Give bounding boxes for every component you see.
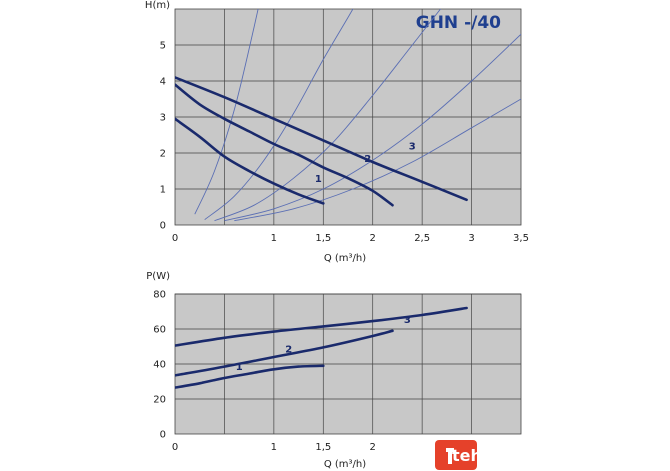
system-curve <box>224 33 521 222</box>
y-tick-label: 4 <box>160 77 166 88</box>
system-curve <box>194 9 259 215</box>
head-chart: 0 1 1,5 2 2,5 3 3,5 0 1 2 3 4 5 H(m) Q (m³/h) GHN -/40 1… <box>145 0 529 264</box>
series-label-1: 1 <box>315 174 322 185</box>
x-tick-label: 1,5 <box>315 233 331 244</box>
y-tick-label: 60 <box>153 325 166 336</box>
y-tick-label: 80 <box>153 290 166 301</box>
y-tick-label: 1 <box>160 185 166 196</box>
x-axis-title: Q (m³/h) <box>324 459 366 470</box>
watermark: teh.by <box>435 440 510 470</box>
y-tick-label: 20 <box>153 395 166 406</box>
y-tick-label: 5 <box>160 41 166 52</box>
x-axis-title: Q (m³/h) <box>324 253 366 264</box>
x-tick-label: 1 <box>271 442 277 453</box>
series-label-2: 2 <box>285 345 292 356</box>
performance-curves <box>175 76 468 207</box>
y-axis-title: H(m) <box>145 0 170 11</box>
series-line-3 <box>175 76 468 202</box>
system-curves <box>194 9 521 222</box>
x-tick-label: 0 <box>172 442 178 453</box>
x-tick-label: 2,5 <box>414 233 430 244</box>
watermark-text: teh.by <box>452 446 510 465</box>
chart-title: GHN -/40 <box>416 13 501 33</box>
series-line-1 <box>175 364 325 389</box>
y-tick-label: 2 <box>160 149 166 160</box>
system-curve <box>204 9 354 220</box>
watermark-badge <box>435 440 477 470</box>
series-line-3 <box>175 306 468 347</box>
x-tick-label: 1 <box>271 233 277 244</box>
series-line-1 <box>175 117 325 205</box>
x-tick-label: 0 <box>172 233 178 244</box>
y-tick-label: 0 <box>160 221 166 232</box>
performance-curves <box>175 306 468 389</box>
x-tick-label: 3 <box>468 233 474 244</box>
x-tick-label: 1,5 <box>315 442 331 453</box>
series-label-3: 3 <box>409 141 416 152</box>
series-line-2 <box>175 329 394 377</box>
y-tick-label: 3 <box>160 113 166 124</box>
series-label-2: 2 <box>364 154 371 165</box>
y-axis-title: P(W) <box>146 271 170 282</box>
x-tick-label: 2 <box>370 442 376 453</box>
x-tick-label: 2 <box>370 233 376 244</box>
y-tick-label: 0 <box>160 430 166 441</box>
series-label-1: 1 <box>236 362 243 373</box>
watermark-logo-icon <box>446 448 454 464</box>
series-label-3: 3 <box>404 315 411 326</box>
y-tick-label: 40 <box>153 360 166 371</box>
series-line-2 <box>175 83 394 207</box>
x-tick-label: 3,5 <box>513 233 529 244</box>
system-curve <box>214 9 442 222</box>
system-curve <box>234 98 521 222</box>
